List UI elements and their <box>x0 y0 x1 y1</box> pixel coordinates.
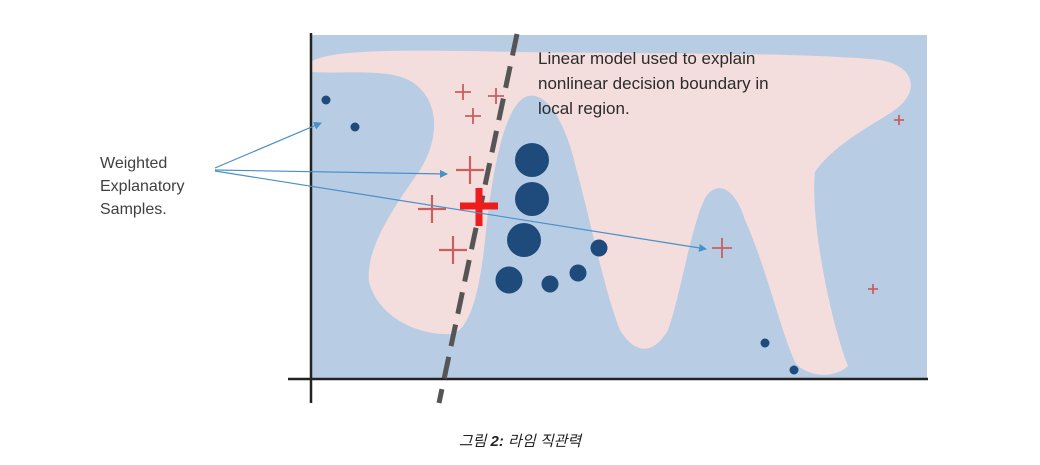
side-label-line: Samples. <box>100 201 167 218</box>
plus-sample <box>456 156 484 184</box>
linear-model-annotation: Linear model used to explain nonlinear d… <box>538 46 769 121</box>
plus-sample <box>418 195 446 223</box>
blue-dot <box>760 338 770 348</box>
blue-dot <box>321 95 331 105</box>
linear-model-line <box>436 33 520 404</box>
caption-prefix: 그림 <box>458 433 491 450</box>
explained-instance-plus <box>460 188 498 226</box>
blue-dot <box>495 266 523 294</box>
blue-dot <box>569 264 587 282</box>
plus-sample <box>712 238 732 258</box>
caption-number: 2: <box>490 433 504 450</box>
plus-sample <box>488 88 504 104</box>
blue-dot <box>350 122 360 132</box>
blue-dot <box>515 143 549 177</box>
side-label-line: Weighted <box>100 155 168 172</box>
arrow <box>214 169 448 178</box>
blue-dot <box>789 365 799 375</box>
plus-sample <box>868 284 878 294</box>
annotation-line: local region. <box>538 99 630 118</box>
blue-dots <box>321 95 799 375</box>
weighted-samples-label: Weighted Explanatory Samples. <box>100 152 185 221</box>
arrow <box>214 170 707 252</box>
plus-sample <box>894 115 904 125</box>
caption-text: 라임 직관력 <box>503 433 582 450</box>
blue-dot <box>590 239 608 257</box>
arrow <box>214 122 322 169</box>
blue-dot <box>541 275 559 293</box>
annotation-line: Linear model used to explain <box>538 49 756 68</box>
plus-samples <box>418 84 904 294</box>
plus-sample <box>455 84 471 100</box>
side-label-line: Explanatory <box>100 178 185 195</box>
blue-dot <box>507 223 541 257</box>
plus-sample <box>465 108 481 124</box>
blue-dot <box>515 182 549 216</box>
figure-caption: 그림 2: 라임 직관력 <box>0 430 1040 451</box>
annotation-line: nonlinear decision boundary in <box>538 74 769 93</box>
sample-arrows <box>214 122 707 252</box>
plus-sample <box>439 236 467 264</box>
